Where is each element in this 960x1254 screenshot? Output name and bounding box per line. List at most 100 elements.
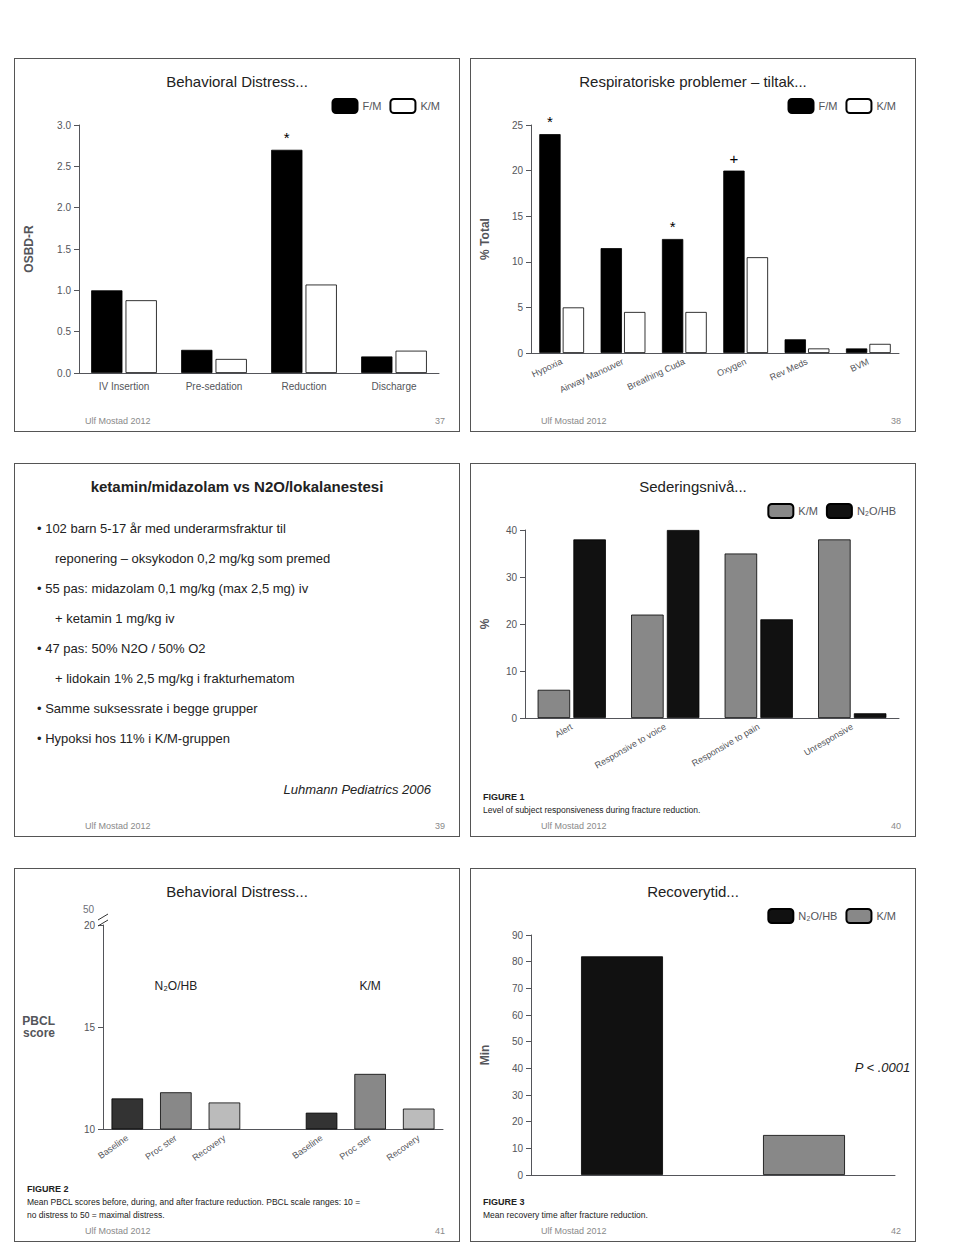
svg-text:3.0: 3.0 (57, 120, 71, 131)
svg-text:Ulf Mostad 2012: Ulf Mostad 2012 (541, 416, 607, 426)
svg-text:50: 50 (83, 904, 95, 915)
svg-text:Reduction: Reduction (281, 381, 326, 392)
svg-text:30: 30 (506, 572, 518, 583)
svg-text:Responsive to pain: Responsive to pain (690, 722, 761, 769)
svg-text:40: 40 (506, 525, 518, 536)
svg-text:Ulf Mostad 2012: Ulf Mostad 2012 (85, 1226, 151, 1236)
svg-text:Responsive to voice: Responsive to voice (593, 722, 668, 771)
svg-text:+ lidokain 1% 2,5 mg/kg i frak: + lidokain 1% 2,5 mg/kg i frakturhematom (55, 671, 295, 686)
svg-text:Ulf Mostad 2012: Ulf Mostad 2012 (541, 1226, 607, 1236)
svg-text:Oxygen: Oxygen (715, 356, 747, 378)
svg-text:Luhmann Pediatrics 2006: Luhmann Pediatrics 2006 (284, 782, 432, 797)
svg-text:40: 40 (891, 821, 901, 831)
svg-text:Baseline: Baseline (290, 1133, 324, 1161)
svg-text:Recovery: Recovery (385, 1133, 422, 1163)
svg-text:0: 0 (517, 348, 523, 359)
svg-text:15: 15 (512, 211, 524, 222)
svg-text:70: 70 (512, 983, 524, 994)
svg-text:BVM: BVM (849, 356, 871, 373)
svg-text:Hypoxia: Hypoxia (530, 356, 564, 379)
svg-text:Ulf Mostad 2012: Ulf Mostad 2012 (85, 416, 151, 426)
svg-text:% Total: % Total (478, 218, 492, 260)
svg-text:N₂O/HB: N₂O/HB (155, 979, 198, 993)
svg-text:Ulf Mostad 2012: Ulf Mostad 2012 (541, 821, 607, 831)
svg-text:no distress to 50 = maximal di: no distress to 50 = maximal distress. (27, 1210, 165, 1220)
svg-text:K/M: K/M (420, 100, 440, 112)
svg-text:score: score (23, 1026, 55, 1040)
svg-text:FIGURE 2: FIGURE 2 (27, 1184, 69, 1194)
svg-text:15: 15 (84, 1022, 96, 1033)
svg-text:42: 42 (891, 1226, 901, 1236)
svg-text:• Samme suksessrate i begge gr: • Samme suksessrate i begge grupper (37, 701, 258, 716)
svg-text:1.5: 1.5 (57, 244, 71, 255)
svg-text:Behavioral Distress...: Behavioral Distress... (166, 883, 308, 900)
svg-text:40: 40 (512, 1063, 524, 1074)
svg-text:20: 20 (512, 165, 524, 176)
svg-text:Level of subject responsivenes: Level of subject responsiveness during f… (483, 805, 700, 815)
svg-text:• 102 barn 5-17 år med underar: • 102 barn 5-17 år med underarmsfraktur … (37, 521, 286, 536)
svg-text:Baseline: Baseline (96, 1133, 130, 1161)
svg-text:• Hypoksi hos 11% i K/M-gruppe: • Hypoksi hos 11% i K/M-gruppen (37, 731, 230, 746)
svg-text:Ulf Mostad 2012: Ulf Mostad 2012 (85, 821, 151, 831)
svg-text:reponering – oksykodon 0,2 mg/: reponering – oksykodon 0,2 mg/kg som pre… (55, 551, 330, 566)
svg-text:• 47 pas: 50% N2O / 50% O2: • 47 pas: 50% N2O / 50% O2 (37, 641, 206, 656)
svg-text:90: 90 (512, 930, 524, 941)
svg-text:0: 0 (517, 1170, 523, 1181)
svg-text:+: + (730, 150, 739, 167)
svg-text:39: 39 (435, 821, 445, 831)
svg-text:K/M: K/M (359, 979, 380, 993)
svg-text:25: 25 (512, 120, 524, 131)
svg-text:50: 50 (512, 1036, 524, 1047)
svg-text:IV Insertion: IV Insertion (99, 381, 150, 392)
svg-text:Recoverytid...: Recoverytid... (647, 883, 739, 900)
svg-text:*: * (547, 113, 553, 130)
svg-text:30: 30 (512, 1090, 524, 1101)
svg-text:Proc ster: Proc ster (143, 1133, 178, 1162)
svg-text:Respiratoriske problemer – til: Respiratoriske problemer – tiltak... (579, 73, 807, 90)
svg-text:0.5: 0.5 (57, 326, 71, 337)
svg-text:5: 5 (517, 302, 523, 313)
svg-text:Sederingsnivå...: Sederingsnivå... (639, 478, 747, 495)
svg-text:ketamin/midazolam vs N2O/lokal: ketamin/midazolam vs N2O/lokalanestesi (91, 478, 384, 495)
svg-text:K/M: K/M (876, 910, 896, 922)
svg-text:• 55 pas: midazolam 0,1 mg/kg: • 55 pas: midazolam 0,1 mg/kg (max 2,5 m… (37, 581, 309, 596)
svg-text:60: 60 (512, 1010, 524, 1021)
svg-text:2.5: 2.5 (57, 161, 71, 172)
svg-text:20: 20 (506, 619, 518, 630)
svg-text:%: % (478, 618, 492, 629)
svg-text:Mean PBCL scores before, durin: Mean PBCL scores before, during, and aft… (27, 1197, 360, 1207)
svg-text:10: 10 (512, 1143, 524, 1154)
svg-text:20: 20 (84, 920, 96, 931)
svg-text:K/M: K/M (798, 505, 818, 517)
svg-text:37: 37 (435, 416, 445, 426)
svg-text:K/M: K/M (876, 100, 896, 112)
svg-text:Min: Min (478, 1045, 492, 1066)
svg-text:Proc ster: Proc ster (338, 1133, 373, 1162)
svg-text:Airway Manouver: Airway Manouver (558, 356, 625, 394)
svg-text:*: * (670, 218, 676, 235)
svg-text:Mean recovery time after fract: Mean recovery time after fracture reduct… (483, 1210, 648, 1220)
svg-text:Recovery: Recovery (190, 1133, 227, 1163)
svg-text:20: 20 (512, 1116, 524, 1127)
svg-text:+ ketamin 1 mg/kg iv: + ketamin 1 mg/kg iv (55, 611, 175, 626)
svg-text:Discharge: Discharge (371, 381, 416, 392)
svg-text:N₂O/HB: N₂O/HB (857, 505, 896, 517)
svg-text:38: 38 (891, 416, 901, 426)
svg-text:FIGURE 1: FIGURE 1 (483, 792, 525, 802)
svg-text:Pre-sedation: Pre-sedation (186, 381, 243, 392)
svg-text:0.0: 0.0 (57, 368, 71, 379)
svg-text:OSBD-R: OSBD-R (22, 225, 36, 273)
svg-text:41: 41 (435, 1226, 445, 1236)
svg-text:F/M: F/M (363, 100, 382, 112)
svg-text:10: 10 (512, 256, 524, 267)
svg-text:Rev Meds: Rev Meds (768, 356, 809, 382)
svg-text:2.0: 2.0 (57, 202, 71, 213)
svg-text:0: 0 (511, 713, 517, 724)
svg-text:80: 80 (512, 956, 524, 967)
svg-text:*: * (284, 129, 290, 146)
svg-text:Behavioral Distress...: Behavioral Distress... (166, 73, 308, 90)
svg-text:Unresponsive: Unresponsive (802, 722, 855, 758)
svg-text:F/M: F/M (819, 100, 838, 112)
svg-text:N₂O/HB: N₂O/HB (798, 910, 837, 922)
svg-text:Breathing Cuda: Breathing Cuda (626, 356, 687, 391)
